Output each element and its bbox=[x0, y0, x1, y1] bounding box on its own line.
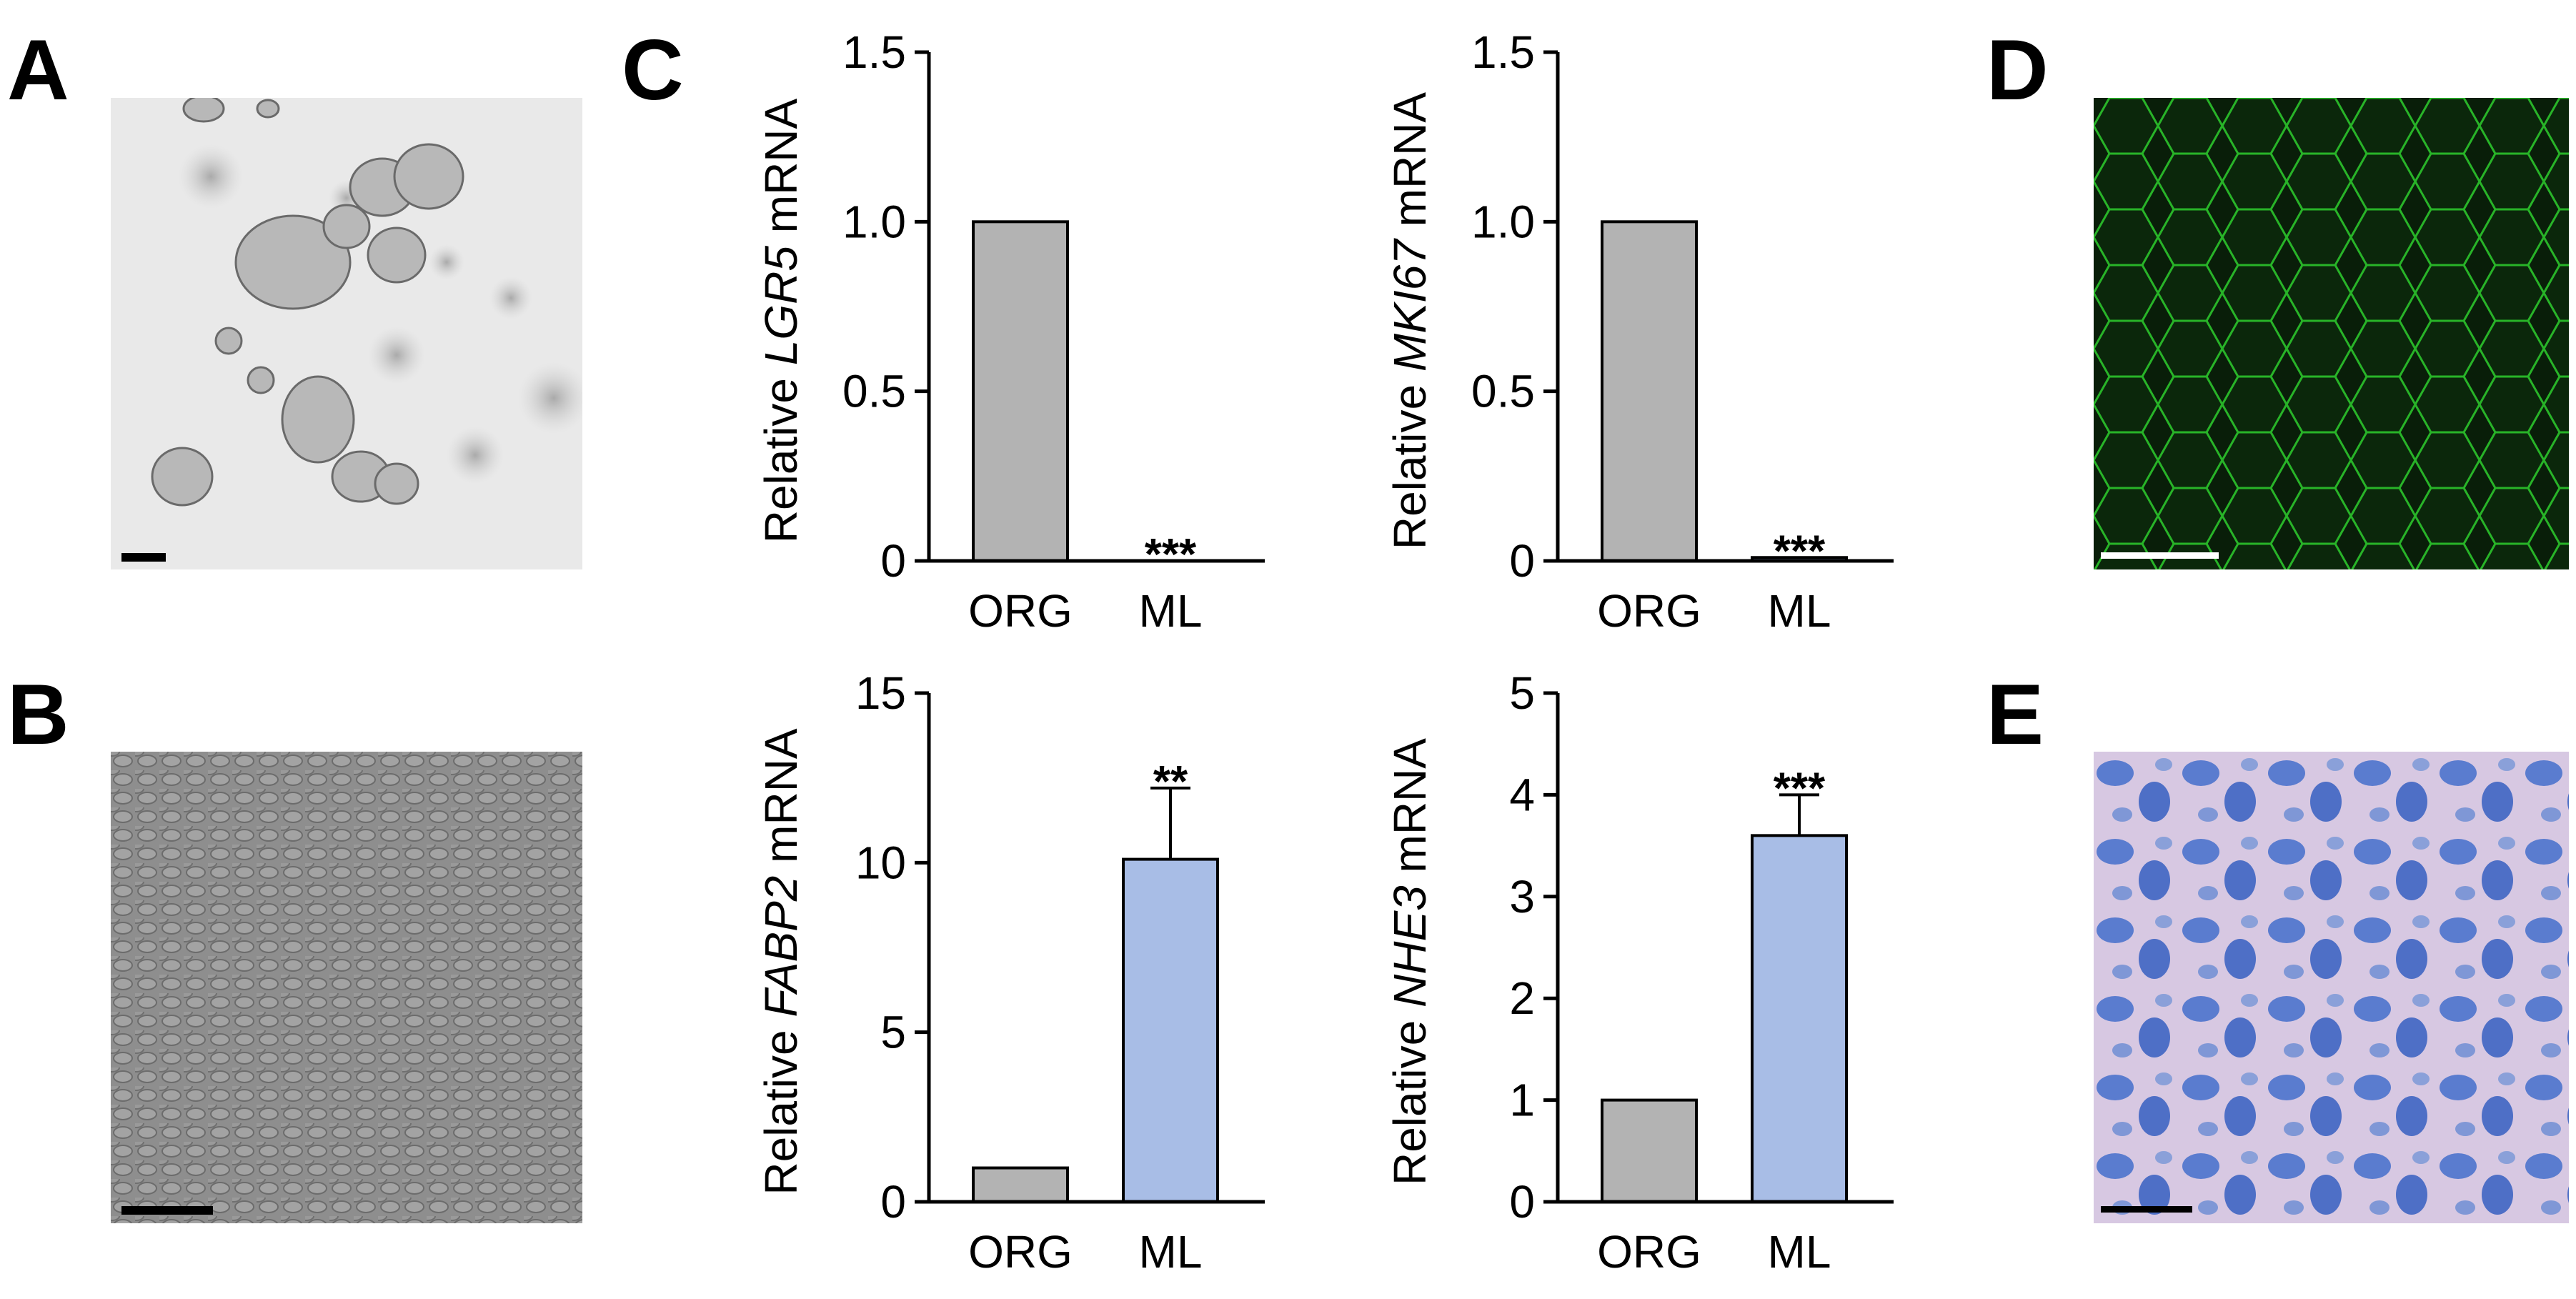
lgr5-xtick-ml: ML bbox=[1139, 585, 1203, 637]
mki67-significance-ml: *** bbox=[1774, 527, 1826, 576]
monolayer-phase-contrast-image bbox=[111, 752, 582, 1223]
mki67-ytick-label-2: 1.0 bbox=[1471, 196, 1535, 247]
organoid-brightfield-image bbox=[111, 98, 582, 569]
nhe3-ytick-label-2: 2 bbox=[1509, 972, 1535, 1024]
nhe3-xtick-org: ORG bbox=[1597, 1226, 1701, 1278]
lgr5-ytick-label-1: 0.5 bbox=[842, 366, 906, 417]
lgr5-bar-org bbox=[972, 220, 1069, 562]
lgr5-ytick-label-2: 1.0 bbox=[842, 196, 906, 247]
mki67-ytick-label-3: 1.5 bbox=[1471, 26, 1535, 78]
nhe3-ytick-label-1: 1 bbox=[1509, 1075, 1535, 1126]
nhe3-bar-ml bbox=[1751, 834, 1848, 1203]
nhe3-significance-ml: *** bbox=[1774, 764, 1826, 813]
nhe3-ytick-label-0: 0 bbox=[1509, 1176, 1535, 1228]
fabp2-xtick-ml: ML bbox=[1139, 1226, 1203, 1278]
fabp2-ytick-label-0: 0 bbox=[880, 1176, 906, 1228]
nhe3-ytick-label-5: 5 bbox=[1509, 667, 1535, 719]
nhe3-ytick-label-3: 3 bbox=[1509, 871, 1535, 922]
fabp2-ytick-label-3: 15 bbox=[855, 667, 906, 719]
blue-stained-monolayer-image bbox=[2094, 752, 2569, 1223]
fabp2-significance-ml: ** bbox=[1153, 757, 1188, 807]
mki67-ytick-label-0: 0 bbox=[1509, 535, 1535, 587]
fabp2-y-axis-label: Relative FABP2 mRNA bbox=[755, 728, 807, 1195]
mki67-xtick-ml: ML bbox=[1768, 585, 1831, 637]
green-fluorescence-cell-borders-image bbox=[2094, 98, 2569, 569]
lgr5-y-axis-label: Relative LGR5 mRNA bbox=[755, 98, 807, 543]
mki67-y-axis-label: Relative MKI67 mRNA bbox=[1384, 92, 1436, 550]
fabp2-ytick-label-2: 10 bbox=[855, 837, 906, 888]
nhe3-y-axis-label: Relative NHE3 mRNA bbox=[1384, 738, 1436, 1185]
nhe3-xtick-ml: ML bbox=[1768, 1226, 1831, 1278]
fabp2-xtick-org: ORG bbox=[968, 1226, 1073, 1278]
panel-label-e: E bbox=[1986, 667, 2044, 762]
panel-label-b: B bbox=[7, 667, 69, 762]
mki67-ytick-label-1: 0.5 bbox=[1471, 366, 1535, 417]
lgr5-ytick-label-0: 0 bbox=[880, 535, 906, 587]
nhe3-ytick-label-4: 4 bbox=[1509, 769, 1535, 820]
mki67-xtick-org: ORG bbox=[1597, 585, 1701, 637]
fabp2-bar-ml bbox=[1122, 857, 1219, 1203]
lgr5-ytick-label-3: 1.5 bbox=[842, 26, 906, 78]
panel-label-c: C bbox=[622, 22, 684, 118]
mki67-bar-org bbox=[1601, 220, 1698, 562]
lgr5-significance-ml: *** bbox=[1145, 530, 1197, 579]
lgr5-xtick-org: ORG bbox=[968, 585, 1073, 637]
fabp2-bar-org bbox=[972, 1166, 1069, 1203]
panel-label-a: A bbox=[7, 22, 69, 118]
fabp2-ytick-label-1: 5 bbox=[880, 1007, 906, 1058]
panel-label-d: D bbox=[1986, 22, 2049, 118]
nhe3-bar-org bbox=[1601, 1098, 1698, 1203]
